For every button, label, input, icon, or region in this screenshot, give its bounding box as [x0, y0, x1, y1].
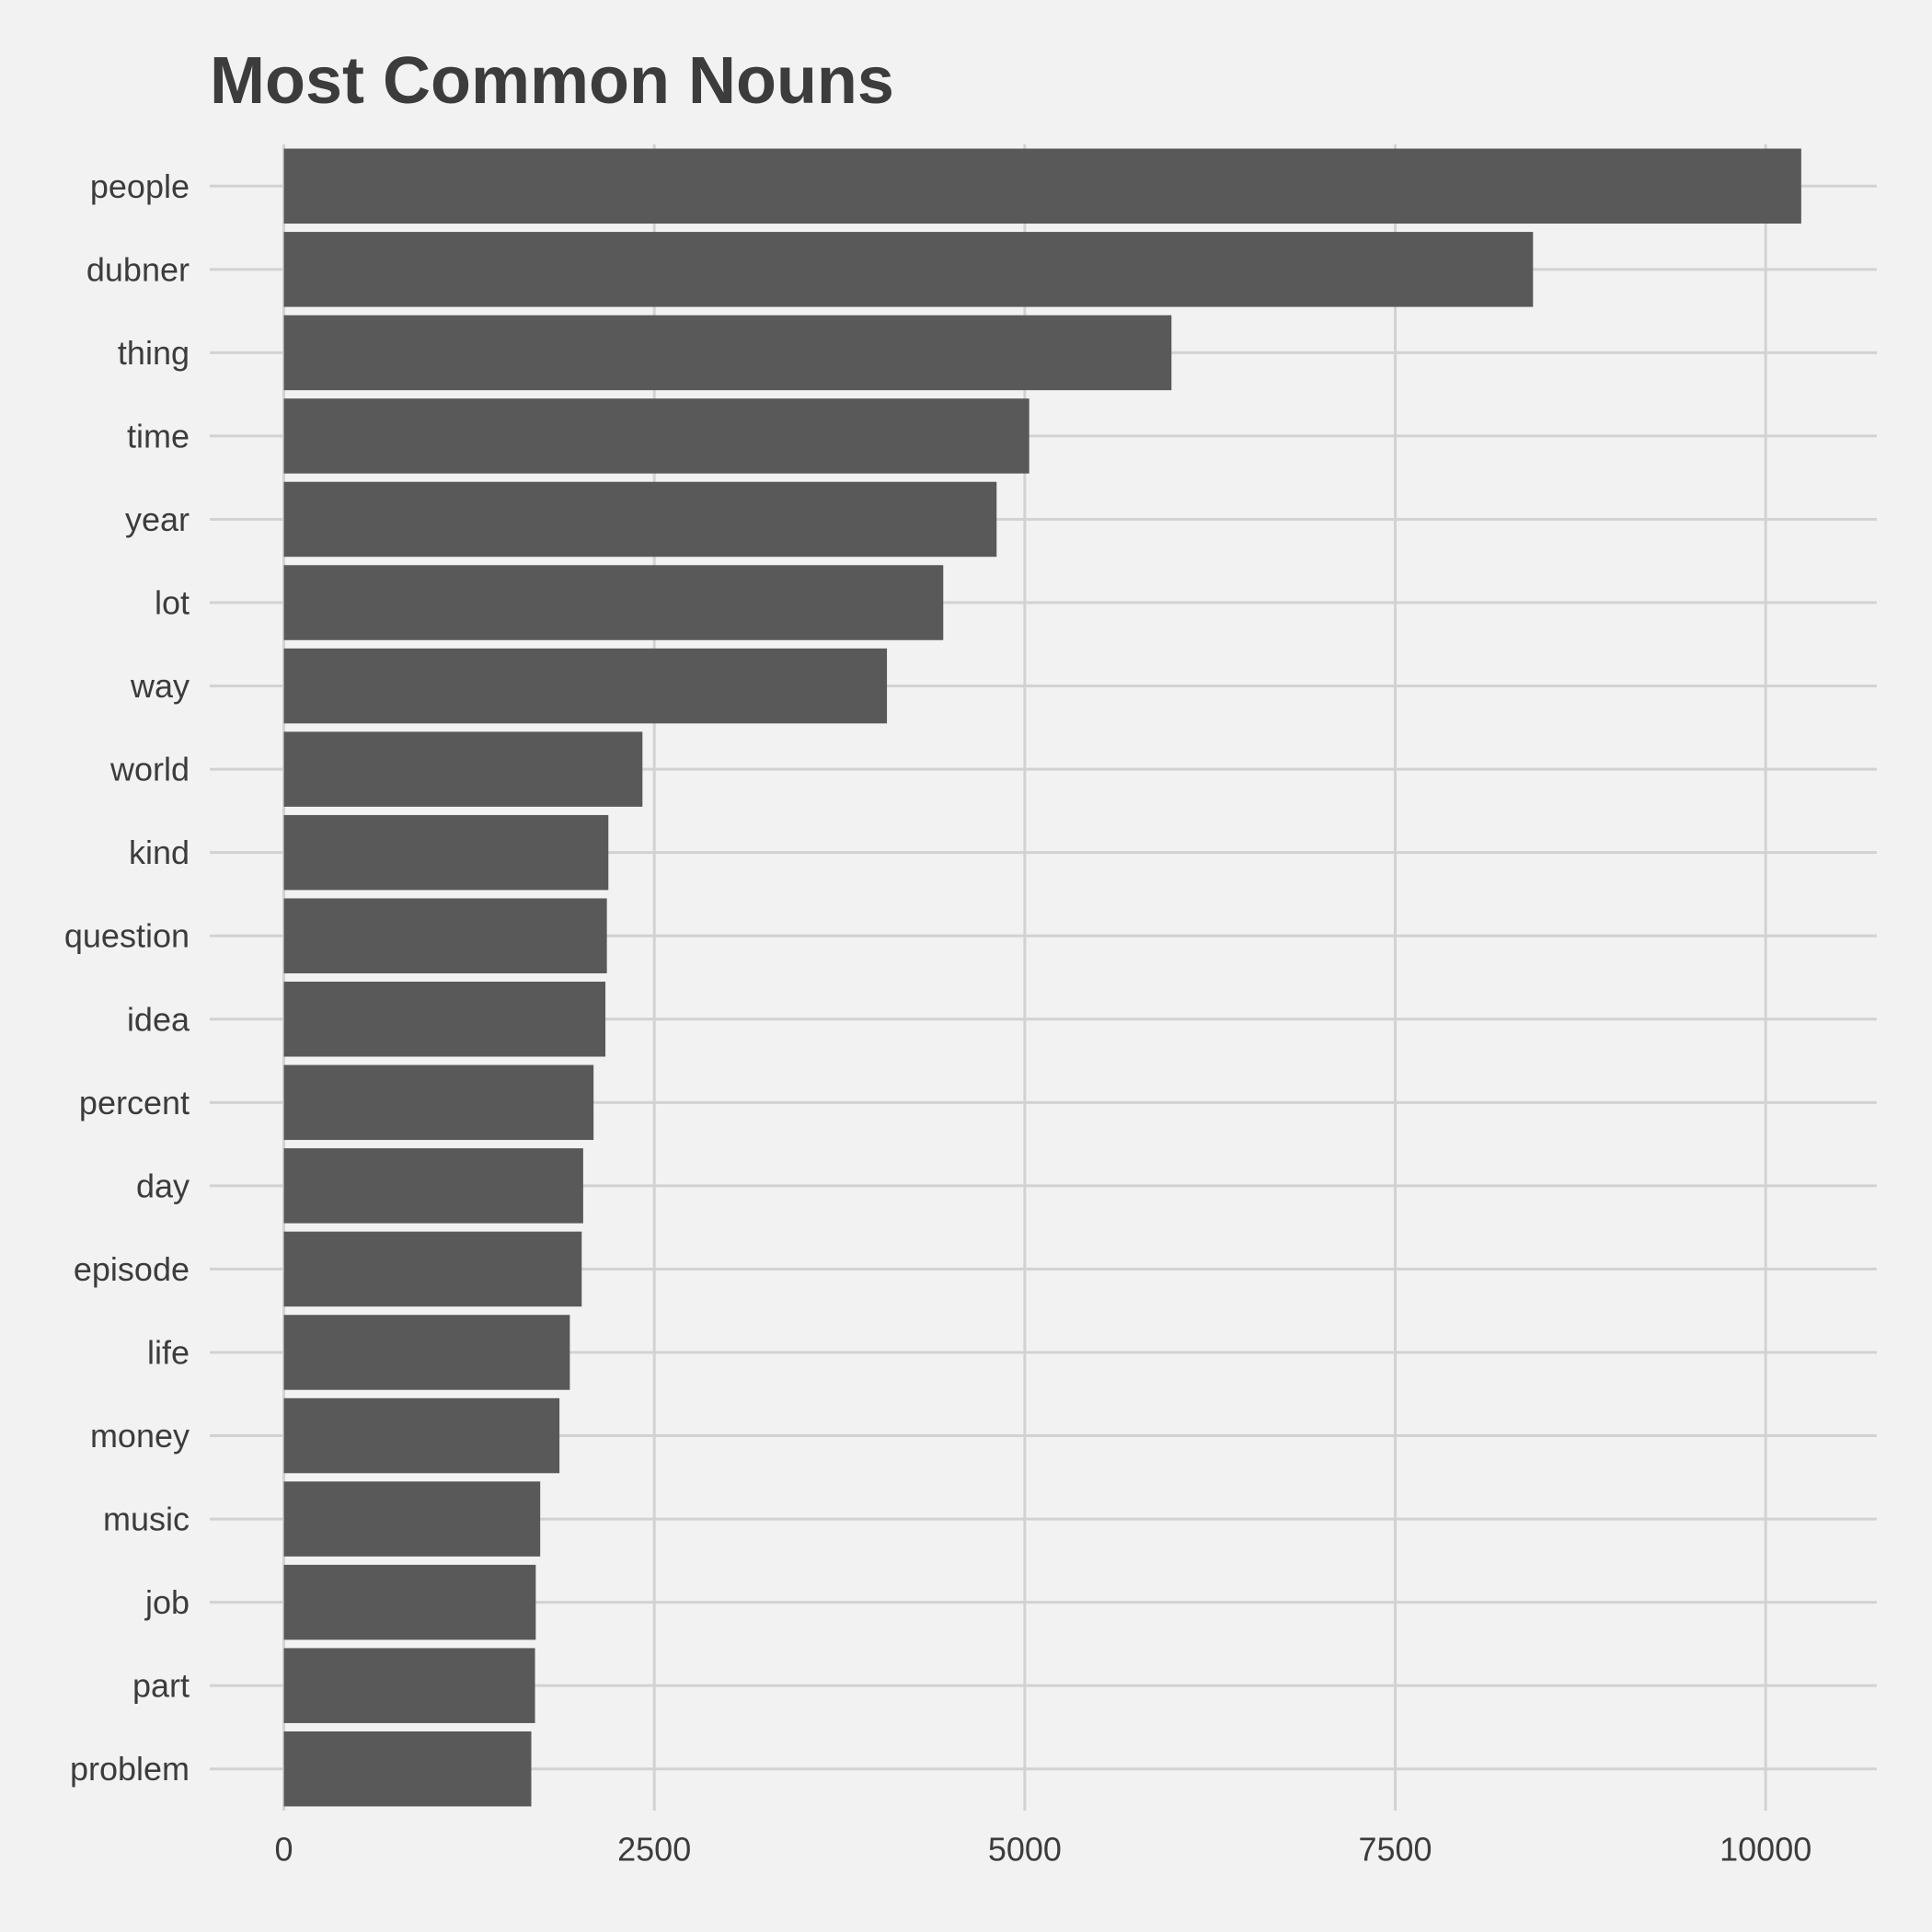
bar-money	[283, 1397, 560, 1474]
bar-dubner	[283, 232, 1534, 307]
x-tick-labels: 0 2500 5000 7500 10000	[275, 1831, 1812, 1869]
bar-problem	[283, 1731, 532, 1807]
category-label-thing: thing	[118, 334, 190, 372]
bar-world	[283, 731, 643, 807]
category-label-percent: percent	[79, 1084, 190, 1121]
category-label-episode: episode	[74, 1250, 190, 1288]
bar-day	[283, 1148, 583, 1224]
bar-way	[283, 648, 888, 724]
category-label-idea: idea	[127, 1000, 190, 1038]
category-label-question: question	[64, 917, 190, 955]
category-label-world: world	[109, 751, 190, 788]
bar-life	[283, 1315, 570, 1390]
bar-music	[283, 1481, 541, 1557]
category-label-music: music	[103, 1501, 190, 1538]
bar-lot	[283, 565, 944, 640]
chart-title: Most Common Nouns	[210, 44, 894, 118]
category-label-money: money	[90, 1417, 190, 1455]
category-label-time: time	[127, 417, 190, 454]
category-label-lot: lot	[155, 584, 190, 622]
bar-people	[283, 148, 1801, 224]
x-tick-label-2: 5000	[988, 1831, 1062, 1869]
category-label-part: part	[132, 1667, 190, 1705]
category-label-day: day	[136, 1167, 190, 1204]
bar-kind	[283, 814, 609, 891]
category-label-job: job	[144, 1583, 190, 1621]
bar-episode	[283, 1231, 582, 1307]
x-tick-label-0: 0	[275, 1831, 293, 1869]
grid-lines	[210, 144, 1877, 1811]
bars	[283, 148, 1801, 1807]
category-label-way: way	[130, 667, 190, 705]
category-label-life: life	[147, 1333, 190, 1371]
x-tick-label-4: 10000	[1719, 1831, 1811, 1869]
bar-idea	[283, 982, 606, 1057]
x-tick-label-3: 7500	[1358, 1831, 1432, 1869]
bar-question	[283, 898, 607, 973]
bar-part	[283, 1648, 535, 1723]
x-tick-label-1: 2500	[617, 1831, 691, 1869]
bar-thing	[283, 315, 1172, 391]
category-label-dubner: dubner	[86, 250, 190, 288]
bar-percent	[283, 1064, 594, 1141]
category-label-people: people	[90, 167, 190, 205]
category-labels: people dubner thing time year lot way world kind…	[64, 167, 190, 1788]
category-label-kind: kind	[129, 834, 190, 871]
bar-job	[283, 1564, 536, 1640]
bar-time	[283, 398, 1029, 474]
category-label-problem: problem	[70, 1750, 190, 1788]
category-label-year: year	[125, 500, 190, 538]
bar-year	[283, 481, 997, 558]
